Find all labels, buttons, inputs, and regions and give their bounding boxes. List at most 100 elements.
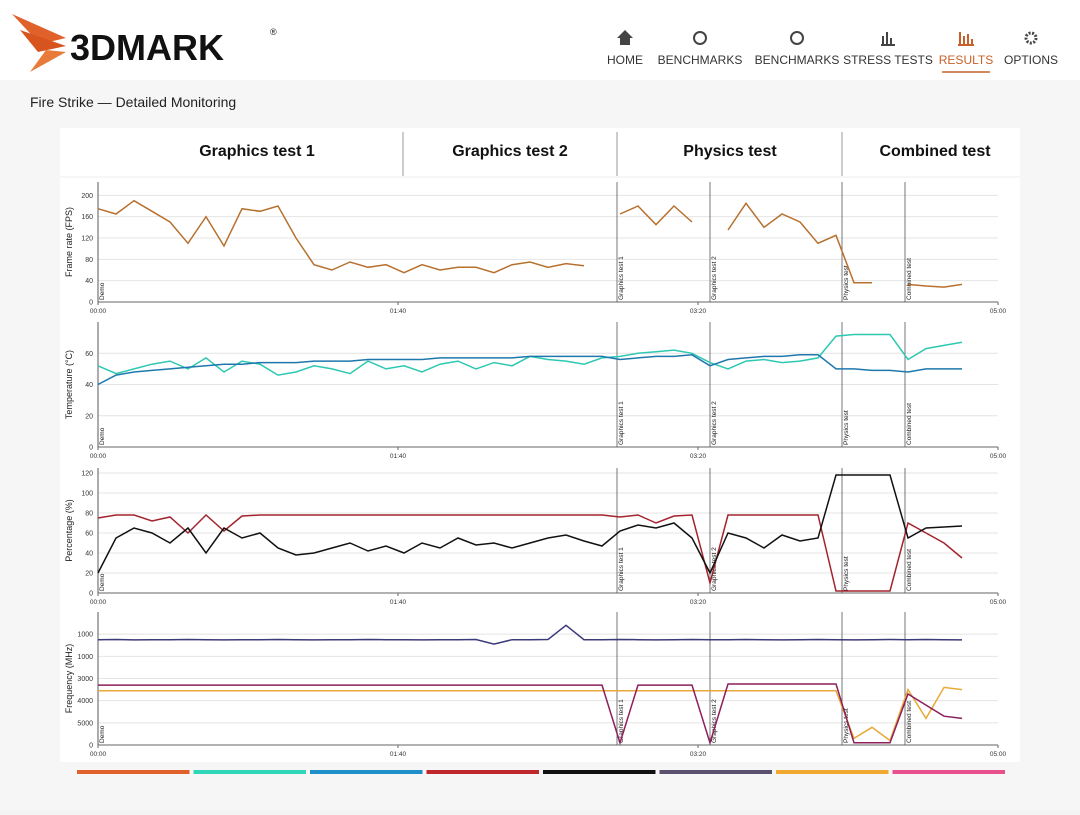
nav-item[interactable]: RESULTS xyxy=(939,53,993,67)
test-marker-label: Graphics test 1 xyxy=(618,401,625,445)
y-tick-label: 100 xyxy=(81,491,93,498)
test-marker-label: Graphics test 2 xyxy=(711,547,718,591)
section-title: Graphics test 2 xyxy=(452,143,568,160)
y-tick-label: 1000 xyxy=(77,654,93,661)
y-tick-label: 120 xyxy=(81,236,93,243)
x-tick-label: 05:00 xyxy=(990,308,1007,315)
x-tick-label: 05:00 xyxy=(990,599,1007,606)
y-tick-label: 160 xyxy=(81,214,93,221)
nav-item[interactable]: OPTIONS xyxy=(1004,53,1058,67)
logo-swoosh xyxy=(12,14,66,44)
nav-item[interactable]: BENCHMARKS xyxy=(658,53,743,67)
y-tick-label: 0 xyxy=(89,743,93,750)
logo-swoosh xyxy=(20,30,66,52)
y-tick-label: 0 xyxy=(89,445,93,452)
legend-swatch[interactable] xyxy=(310,770,423,774)
y-tick-label: 60 xyxy=(85,351,93,358)
y-tick-label: 120 xyxy=(81,471,93,478)
series-line xyxy=(97,474,963,575)
section-title: Graphics test 1 xyxy=(199,143,315,160)
test-marker-label: Demo xyxy=(99,573,106,591)
x-tick-label: 05:00 xyxy=(990,453,1007,460)
y-tick-label: 40 xyxy=(85,278,93,285)
nav-item[interactable]: STRESS TESTS xyxy=(843,53,933,67)
series-line xyxy=(97,354,962,386)
test-marker-label: Demo xyxy=(99,427,106,445)
logo-swoosh xyxy=(30,50,66,72)
series-line xyxy=(97,513,963,592)
logo-registered: ® xyxy=(270,27,277,37)
section-title: Physics test xyxy=(683,143,777,160)
test-marker-label: Physics test xyxy=(843,708,850,743)
test-marker-label: Combined test xyxy=(906,403,913,445)
legend-swatch[interactable] xyxy=(776,770,889,774)
y-tick-label: 20 xyxy=(85,571,93,578)
legend-swatch[interactable] xyxy=(543,770,656,774)
y-tick-label: 60 xyxy=(85,531,93,538)
test-marker-label: Graphics test 1 xyxy=(618,699,625,743)
x-tick-label: 03:20 xyxy=(690,751,707,758)
section-title: Combined test xyxy=(879,143,991,160)
nav-item[interactable]: HOME xyxy=(607,53,643,67)
legend-swatch[interactable] xyxy=(426,770,540,774)
y-tick-label: 0 xyxy=(89,591,93,598)
legend-swatch[interactable] xyxy=(892,770,1006,774)
y-tick-label: 40 xyxy=(85,382,93,389)
x-tick-label: 00:00 xyxy=(90,453,107,460)
charts-panel xyxy=(60,178,1020,762)
test-marker-label: Graphics test 1 xyxy=(618,547,625,591)
test-marker-label: Physics test xyxy=(843,556,850,591)
test-marker-label: Physics test xyxy=(843,410,850,445)
x-tick-label: 01:40 xyxy=(390,453,407,460)
legend-swatch[interactable] xyxy=(659,770,773,774)
legend-swatch[interactable] xyxy=(193,770,307,774)
series-line xyxy=(98,683,963,746)
y-tick-label: 3000 xyxy=(77,676,93,683)
x-tick-label: 05:00 xyxy=(990,751,1007,758)
y-axis-label: Percentage (%) xyxy=(64,499,74,562)
nav-icon xyxy=(1024,31,1038,45)
page-title: Fire Strike — Detailed Monitoring xyxy=(30,94,236,110)
x-tick-label: 03:20 xyxy=(690,453,707,460)
nav-item[interactable]: BENCHMARKS xyxy=(755,53,840,67)
logo-text: 3DMARK xyxy=(70,27,224,68)
x-tick-label: 03:20 xyxy=(690,599,707,606)
test-marker-label: Physics test xyxy=(843,265,850,300)
x-tick-label: 00:00 xyxy=(90,751,107,758)
nav-icon xyxy=(958,32,974,46)
test-marker-label: Combined test xyxy=(906,549,913,591)
y-tick-label: 5000 xyxy=(77,720,93,727)
y-tick-label: 40 xyxy=(85,551,93,558)
y-tick-label: 4000 xyxy=(77,698,93,705)
x-tick-label: 01:40 xyxy=(390,751,407,758)
x-tick-label: 00:00 xyxy=(90,308,107,315)
y-axis-label: Frequency (MHz) xyxy=(64,644,74,714)
test-marker-label: Combined test xyxy=(906,701,913,743)
test-marker-label: Demo xyxy=(99,282,106,300)
logo[interactable]: 3DMARK ® xyxy=(12,14,277,72)
y-tick-label: 200 xyxy=(81,193,93,200)
nav xyxy=(617,30,1038,46)
nav-icon xyxy=(617,30,633,45)
test-marker-label: Combined test xyxy=(906,258,913,300)
y-axis-label: Temperature (°C) xyxy=(64,350,74,419)
x-tick-label: 03:20 xyxy=(690,308,707,315)
test-marker-label: Graphics test 2 xyxy=(711,401,718,445)
y-tick-label: 1000 xyxy=(77,632,93,639)
y-tick-label: 20 xyxy=(85,413,93,420)
series-line xyxy=(97,199,963,288)
y-tick-label: 80 xyxy=(85,257,93,264)
series-line xyxy=(97,624,963,645)
x-tick-label: 00:00 xyxy=(90,599,107,606)
header-bar xyxy=(0,0,1080,80)
legend-swatch[interactable] xyxy=(77,770,190,774)
x-tick-label: 01:40 xyxy=(390,599,407,606)
test-marker-label: Graphics test 2 xyxy=(711,256,718,300)
nav-icon xyxy=(881,32,895,46)
test-marker-label: Graphics test 1 xyxy=(618,256,625,300)
series-line xyxy=(98,686,963,742)
test-marker-label: Demo xyxy=(99,725,106,743)
y-tick-label: 80 xyxy=(85,511,93,518)
section-header-bar xyxy=(60,128,1020,176)
y-axis-label: Frame rate (FPS) xyxy=(64,207,74,277)
